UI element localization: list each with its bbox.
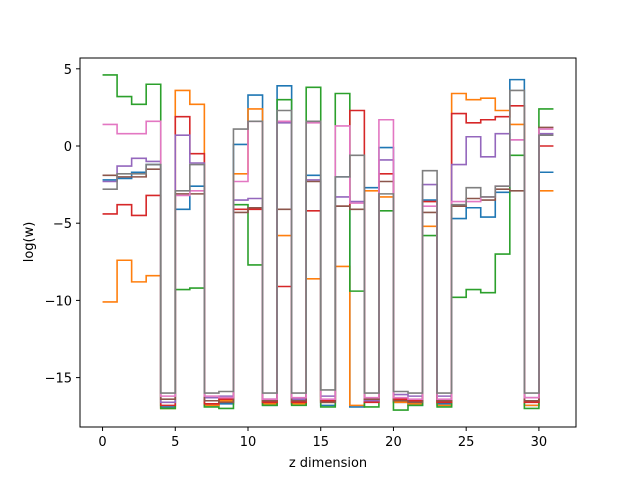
y-axis-label: log(w) <box>22 222 37 263</box>
y-axis-ticks: 5 0 −5 −10 −15 <box>45 63 80 387</box>
x-axis-ticks: 0 5 10 15 20 25 30 <box>98 427 547 450</box>
x-tick-label: 15 <box>312 435 329 450</box>
x-tick-label: 0 <box>98 435 106 450</box>
series-line-8 <box>102 89 554 394</box>
x-tick-label: 5 <box>171 435 179 450</box>
x-axis-label: z dimension <box>289 456 367 471</box>
y-tick-label: 0 <box>64 140 72 155</box>
series-line-1 <box>102 78 554 408</box>
x-tick-label: 25 <box>458 435 475 450</box>
y-tick-label: 5 <box>64 63 72 78</box>
series-layer <box>102 74 554 411</box>
x-tick-label: 30 <box>531 435 548 450</box>
series-line-7 <box>102 118 554 401</box>
y-tick-label: −15 <box>45 372 72 387</box>
x-tick-label: 20 <box>385 435 402 450</box>
x-tick-label: 10 <box>240 435 257 450</box>
plot-frame <box>79 57 577 428</box>
y-tick-label: −5 <box>53 217 72 232</box>
series-line-3 <box>102 74 554 411</box>
series-line-5 <box>102 122 554 404</box>
y-tick-label: −10 <box>45 294 72 309</box>
